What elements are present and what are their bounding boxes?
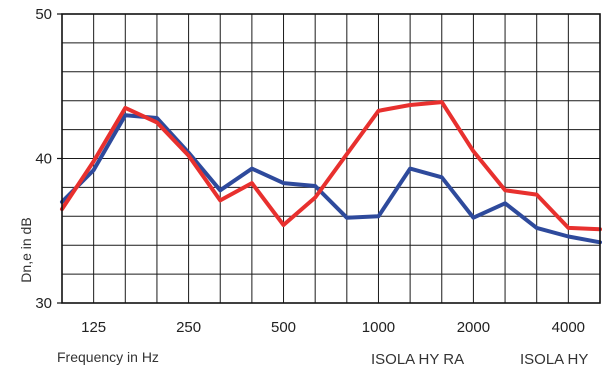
x-tick-label: 1000 <box>362 319 395 336</box>
legend: ISOLA HY RA ISOLA HY <box>371 351 588 368</box>
x-axis-ticks: 125 250 500 1000 2000 4000 <box>81 319 585 336</box>
series-line-isola-hy <box>60 113 602 245</box>
x-axis-label: Frequency in Hz <box>57 349 159 365</box>
x-tick-label: 2000 <box>457 319 490 336</box>
x-tick-label: 250 <box>176 319 201 336</box>
y-axis-label: Dn,e in dB <box>18 217 34 282</box>
grid <box>62 14 600 303</box>
y-tick-label: 30 <box>35 295 52 312</box>
legend-label-isola-hy: ISOLA HY <box>520 351 588 368</box>
x-tick-label: 4000 <box>552 319 585 336</box>
series-line-isola-hy-ra <box>60 100 602 232</box>
y-tick-label: 40 <box>35 151 52 168</box>
x-tick-label: 125 <box>81 319 106 336</box>
y-tick-label: 50 <box>35 6 52 23</box>
series-layer <box>60 100 602 245</box>
y-axis-ticks: 30 40 50 <box>35 6 62 312</box>
legend-label-isola-hy-ra: ISOLA HY RA <box>371 351 464 368</box>
x-tick-label: 500 <box>271 319 296 336</box>
